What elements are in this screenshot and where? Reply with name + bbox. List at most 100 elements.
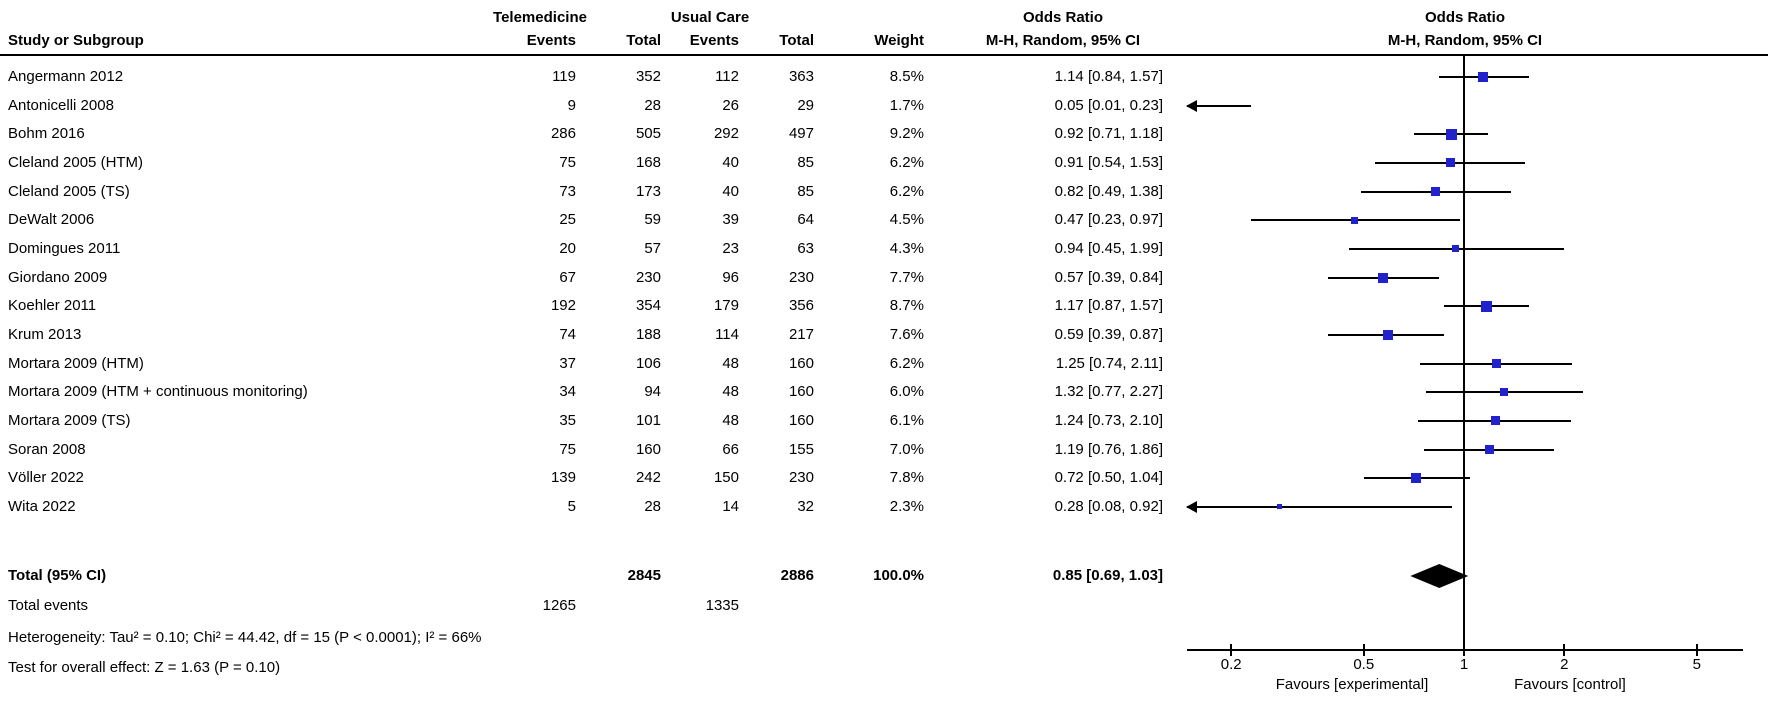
study-weight: 4.5% [889, 211, 924, 228]
study-name: Soran 2008 [8, 441, 86, 458]
study-name: Völler 2022 [8, 469, 84, 486]
or-marker [1500, 388, 1509, 397]
group2-total: 63 [797, 240, 814, 257]
study-weight: 4.3% [889, 240, 924, 257]
group2-events: 96 [722, 269, 739, 286]
study-name: Mortara 2009 (TS) [8, 412, 131, 429]
study-weight: 7.8% [889, 469, 924, 486]
table-row: Völler 2022 139 242 150 230 7.8% 0.72 [0… [0, 464, 1768, 492]
group2-events: 48 [722, 355, 739, 372]
study-or-label: 0.92 [0.71, 1.18] [1054, 125, 1163, 142]
study-or-label: 0.57 [0.39, 0.84] [1054, 269, 1163, 286]
total-or-label: 0.85 [0.69, 1.03] [1052, 567, 1163, 584]
group2-total: 497 [788, 125, 814, 142]
group1-events: 75 [559, 441, 576, 458]
table-row: Angermann 2012 119 352 112 363 8.5% 1.14… [0, 63, 1768, 91]
group1-total: 230 [635, 269, 661, 286]
or-marker [1277, 504, 1283, 510]
x-axis-line [1187, 649, 1743, 651]
total-events-label: Total events [8, 597, 89, 614]
group1-total: 57 [644, 240, 661, 257]
total-group1-n: 2845 [627, 567, 661, 584]
study-or-label: 0.91 [0.54, 1.53] [1054, 154, 1163, 171]
study-or-label: 0.28 [0.08, 0.92] [1054, 498, 1163, 515]
total-weight: 100.0% [873, 567, 924, 584]
group2-total: 230 [788, 269, 814, 286]
study-or-label: 0.05 [0.01, 0.23] [1054, 97, 1163, 114]
group1-events: 192 [550, 297, 576, 314]
group2-events: 179 [713, 297, 739, 314]
axis-tick-label: 2 [1560, 656, 1569, 673]
study-or-label: 1.25 [0.74, 2.11] [1055, 355, 1163, 372]
study-or-label: 0.59 [0.39, 0.87] [1054, 326, 1163, 343]
axis-tick [1463, 644, 1465, 656]
table-row: Soran 2008 75 160 66 155 7.0% 1.19 [0.76… [0, 436, 1768, 464]
ci-arrow-left-icon [1186, 500, 1197, 513]
study-name: DeWalt 2006 [8, 211, 95, 228]
overall-effect-text: Test for overall effect: Z = 1.63 (P = 0… [8, 659, 281, 676]
or-marker [1382, 329, 1393, 340]
group2-events: 23 [722, 240, 739, 257]
study-weight: 7.0% [889, 441, 924, 458]
ci-arrow-left-icon [1186, 99, 1197, 112]
group2-events: 150 [713, 469, 739, 486]
total-group2-n: 2886 [780, 567, 814, 584]
table-row: Bohm 2016 286 505 292 497 9.2% 0.92 [0.7… [0, 120, 1768, 148]
study-or-label: 1.17 [0.87, 1.57] [1054, 297, 1163, 314]
study-name: Bohm 2016 [8, 125, 85, 142]
study-or-label: 1.24 [0.73, 2.10] [1054, 412, 1163, 429]
group2-events: 39 [722, 211, 739, 228]
study-name: Giordano 2009 [8, 269, 108, 286]
group1-total: 354 [635, 297, 661, 314]
study-name: Cleland 2005 (TS) [8, 183, 130, 200]
group1-total: 94 [644, 383, 661, 400]
total-events-group2: 1335 [705, 597, 739, 614]
total-events-row: Total events 1265 1335 [0, 592, 1768, 620]
group2-total: 85 [797, 183, 814, 200]
group1-total-header: Total [626, 32, 661, 49]
group2-total: 160 [788, 383, 814, 400]
group2-events: 40 [722, 183, 739, 200]
axis-tick [1695, 644, 1698, 656]
or-marker [1490, 416, 1500, 426]
or-column-subtitle: M-H, Random, 95% CI [985, 32, 1141, 49]
or-marker [1351, 216, 1359, 224]
group1-total: 173 [635, 183, 661, 200]
or-marker [1481, 300, 1493, 312]
table-row: Krum 2013 74 188 114 217 7.6% 0.59 [0.39… [0, 321, 1768, 349]
ci-line [1187, 104, 1252, 107]
group1-header: Telemedicine [493, 9, 587, 26]
study-weight: 6.1% [889, 412, 924, 429]
study-weight: 8.7% [889, 297, 924, 314]
study-or-label: 0.47 [0.23, 0.97] [1054, 211, 1163, 228]
ci-line [1187, 505, 1452, 508]
or-marker [1451, 245, 1459, 253]
group1-total: 242 [635, 469, 661, 486]
null-effect-line [1463, 56, 1465, 650]
group2-total: 32 [797, 498, 814, 515]
group1-events: 74 [559, 326, 576, 343]
group1-events: 35 [559, 412, 576, 429]
table-row: DeWalt 2006 25 59 39 64 4.5% 0.47 [0.23,… [0, 206, 1768, 234]
group1-events: 9 [567, 97, 576, 114]
total-row: Total (95% CI) 2845 2886 100.0% 0.85 [0.… [0, 562, 1768, 590]
group2-events: 292 [713, 125, 739, 142]
group2-total: 160 [788, 412, 814, 429]
table-row: Wita 2022 5 28 14 32 2.3% 0.28 [0.08, 0.… [0, 493, 1768, 521]
group2-total: 230 [788, 469, 814, 486]
axis-tick-label: 0.5 [1353, 656, 1375, 673]
table-row: Giordano 2009 67 230 96 230 7.7% 0.57 [0… [0, 264, 1768, 292]
study-name: Angermann 2012 [8, 68, 124, 85]
or-plot-subtitle: M-H, Random, 95% CI [1387, 32, 1543, 49]
favours-left-label: Favours [experimental] [1275, 676, 1429, 693]
study-name: Domingues 2011 [8, 240, 121, 257]
group2-events: 14 [722, 498, 739, 515]
study-weight: 2.3% [889, 498, 924, 515]
axis-tick [1362, 644, 1365, 656]
group2-total: 363 [788, 68, 814, 85]
table-row: Koehler 2011 192 354 179 356 8.7% 1.17 [… [0, 292, 1768, 320]
study-or-label: 1.14 [0.84, 1.57] [1054, 68, 1163, 85]
group1-total: 28 [644, 498, 661, 515]
study-weight: 6.2% [889, 355, 924, 372]
